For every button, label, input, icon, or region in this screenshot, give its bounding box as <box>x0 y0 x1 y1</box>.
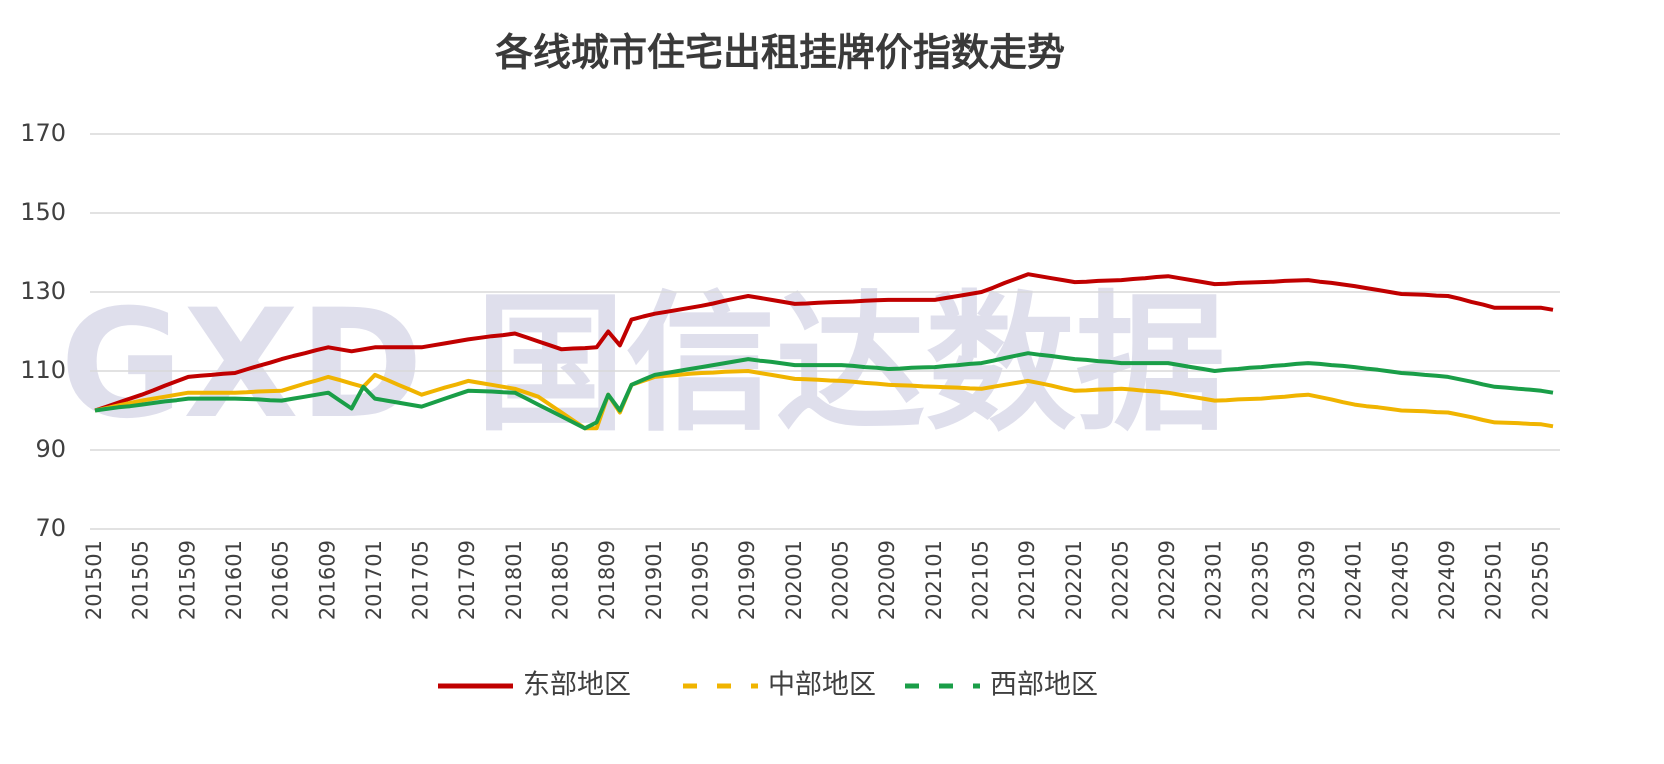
x-tick-label: 202205 <box>1108 540 1132 620</box>
legend-label: 东部地区 <box>523 670 631 701</box>
x-tick-label: 202001 <box>782 540 806 620</box>
x-tick-label: 202201 <box>1062 540 1086 620</box>
x-tick-label: 202301 <box>1202 540 1226 620</box>
x-tick-label: 201805 <box>549 540 573 620</box>
x-tick-label: 202109 <box>1015 540 1039 620</box>
x-tick-label: 201601 <box>222 540 246 620</box>
x-tick-label: 202009 <box>875 540 899 620</box>
chart-title: 各线城市住宅出租挂牌价指数走势 <box>495 31 1065 75</box>
y-tick-label: 90 <box>35 435 66 463</box>
x-tick-label: 201505 <box>129 540 153 620</box>
x-tick-label: 202505 <box>1528 540 1552 620</box>
watermark: GXD 国信达数据 <box>60 278 1226 452</box>
x-tick-label: 201701 <box>362 540 386 620</box>
y-tick-label: 110 <box>20 356 66 384</box>
x-tick-label: 202409 <box>1435 540 1459 620</box>
x-tick-label: 202309 <box>1295 540 1319 620</box>
x-tick-label: 201705 <box>409 540 433 620</box>
y-tick-label: 130 <box>20 277 66 305</box>
legend-label: 中部地区 <box>768 670 876 701</box>
x-tick-label: 202501 <box>1482 540 1506 620</box>
x-tick-label: 201709 <box>455 540 479 620</box>
series-line <box>94 369 1554 431</box>
x-tick-label: 201801 <box>502 540 526 620</box>
x-tick-label: 201501 <box>82 540 106 620</box>
x-tick-label: 202209 <box>1155 540 1179 620</box>
x-tick-label: 201609 <box>315 540 339 620</box>
y-tick-label: 150 <box>20 198 66 226</box>
y-tick-label: 70 <box>35 514 66 542</box>
legend-label: 西部地区 <box>990 670 1098 701</box>
x-tick-label: 202105 <box>968 540 992 620</box>
x-tick-label: 201901 <box>642 540 666 620</box>
x-tick-label: 202101 <box>922 540 946 620</box>
x-tick-label: 202401 <box>1342 540 1366 620</box>
x-tick-label: 201909 <box>735 540 759 620</box>
x-tick-label: 202005 <box>828 540 852 620</box>
x-tick-label: 201905 <box>689 540 713 620</box>
x-tick-label: 202405 <box>1388 540 1412 620</box>
y-tick-label: 170 <box>20 119 66 147</box>
series-line <box>94 272 1554 413</box>
series-line <box>94 351 1554 431</box>
x-tick-label: 201605 <box>269 540 293 620</box>
x-tick-label: 202305 <box>1248 540 1272 620</box>
x-tick-label: 201509 <box>175 540 199 620</box>
x-tick-label: 201809 <box>595 540 619 620</box>
